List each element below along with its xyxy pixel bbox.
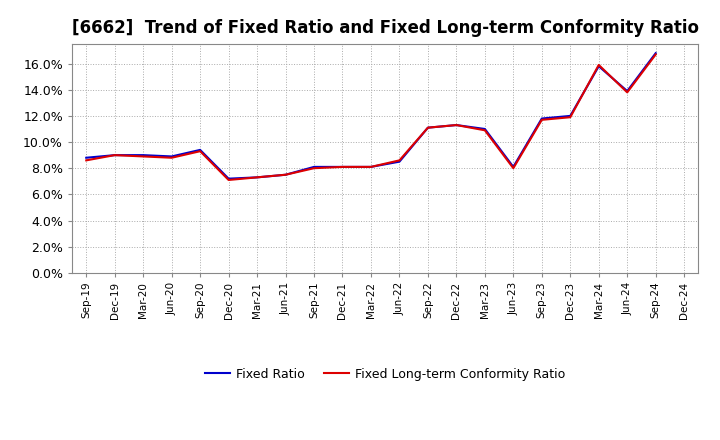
Fixed Ratio: [623, 88, 631, 94]
Fixed Ratio: [652, 51, 660, 56]
Fixed Ratio: [225, 176, 233, 181]
Fixed Long-term Conformity Ratio: [282, 172, 290, 177]
Fixed Long-term Conformity Ratio: [423, 125, 432, 130]
Legend: Fixed Ratio, Fixed Long-term Conformity Ratio: Fixed Ratio, Fixed Long-term Conformity …: [200, 363, 570, 385]
Fixed Ratio: [480, 126, 489, 132]
Fixed Ratio: [423, 125, 432, 130]
Title: [6662]  Trend of Fixed Ratio and Fixed Long-term Conformity Ratio: [6662] Trend of Fixed Ratio and Fixed Lo…: [72, 19, 698, 37]
Fixed Long-term Conformity Ratio: [82, 158, 91, 163]
Fixed Ratio: [338, 164, 347, 169]
Fixed Long-term Conformity Ratio: [537, 117, 546, 122]
Fixed Ratio: [366, 164, 375, 169]
Fixed Ratio: [110, 153, 119, 158]
Fixed Long-term Conformity Ratio: [225, 177, 233, 183]
Fixed Ratio: [253, 175, 261, 180]
Fixed Long-term Conformity Ratio: [595, 62, 603, 68]
Fixed Long-term Conformity Ratio: [110, 153, 119, 158]
Fixed Long-term Conformity Ratio: [452, 122, 461, 128]
Line: Fixed Long-term Conformity Ratio: Fixed Long-term Conformity Ratio: [86, 55, 656, 180]
Fixed Long-term Conformity Ratio: [196, 149, 204, 154]
Fixed Ratio: [82, 155, 91, 161]
Fixed Long-term Conformity Ratio: [395, 158, 404, 163]
Fixed Ratio: [509, 164, 518, 169]
Fixed Long-term Conformity Ratio: [652, 52, 660, 57]
Fixed Ratio: [595, 64, 603, 69]
Fixed Long-term Conformity Ratio: [310, 165, 318, 171]
Fixed Long-term Conformity Ratio: [253, 175, 261, 180]
Fixed Long-term Conformity Ratio: [623, 90, 631, 95]
Fixed Long-term Conformity Ratio: [509, 165, 518, 171]
Fixed Long-term Conformity Ratio: [480, 128, 489, 133]
Fixed Long-term Conformity Ratio: [566, 114, 575, 120]
Fixed Ratio: [167, 154, 176, 159]
Fixed Ratio: [537, 116, 546, 121]
Fixed Ratio: [452, 122, 461, 128]
Fixed Ratio: [196, 147, 204, 153]
Fixed Ratio: [282, 172, 290, 177]
Fixed Long-term Conformity Ratio: [167, 155, 176, 161]
Fixed Long-term Conformity Ratio: [338, 164, 347, 169]
Fixed Long-term Conformity Ratio: [139, 154, 148, 159]
Line: Fixed Ratio: Fixed Ratio: [86, 53, 656, 179]
Fixed Ratio: [310, 164, 318, 169]
Fixed Ratio: [566, 113, 575, 118]
Fixed Long-term Conformity Ratio: [366, 164, 375, 169]
Fixed Ratio: [395, 159, 404, 164]
Fixed Ratio: [139, 153, 148, 158]
